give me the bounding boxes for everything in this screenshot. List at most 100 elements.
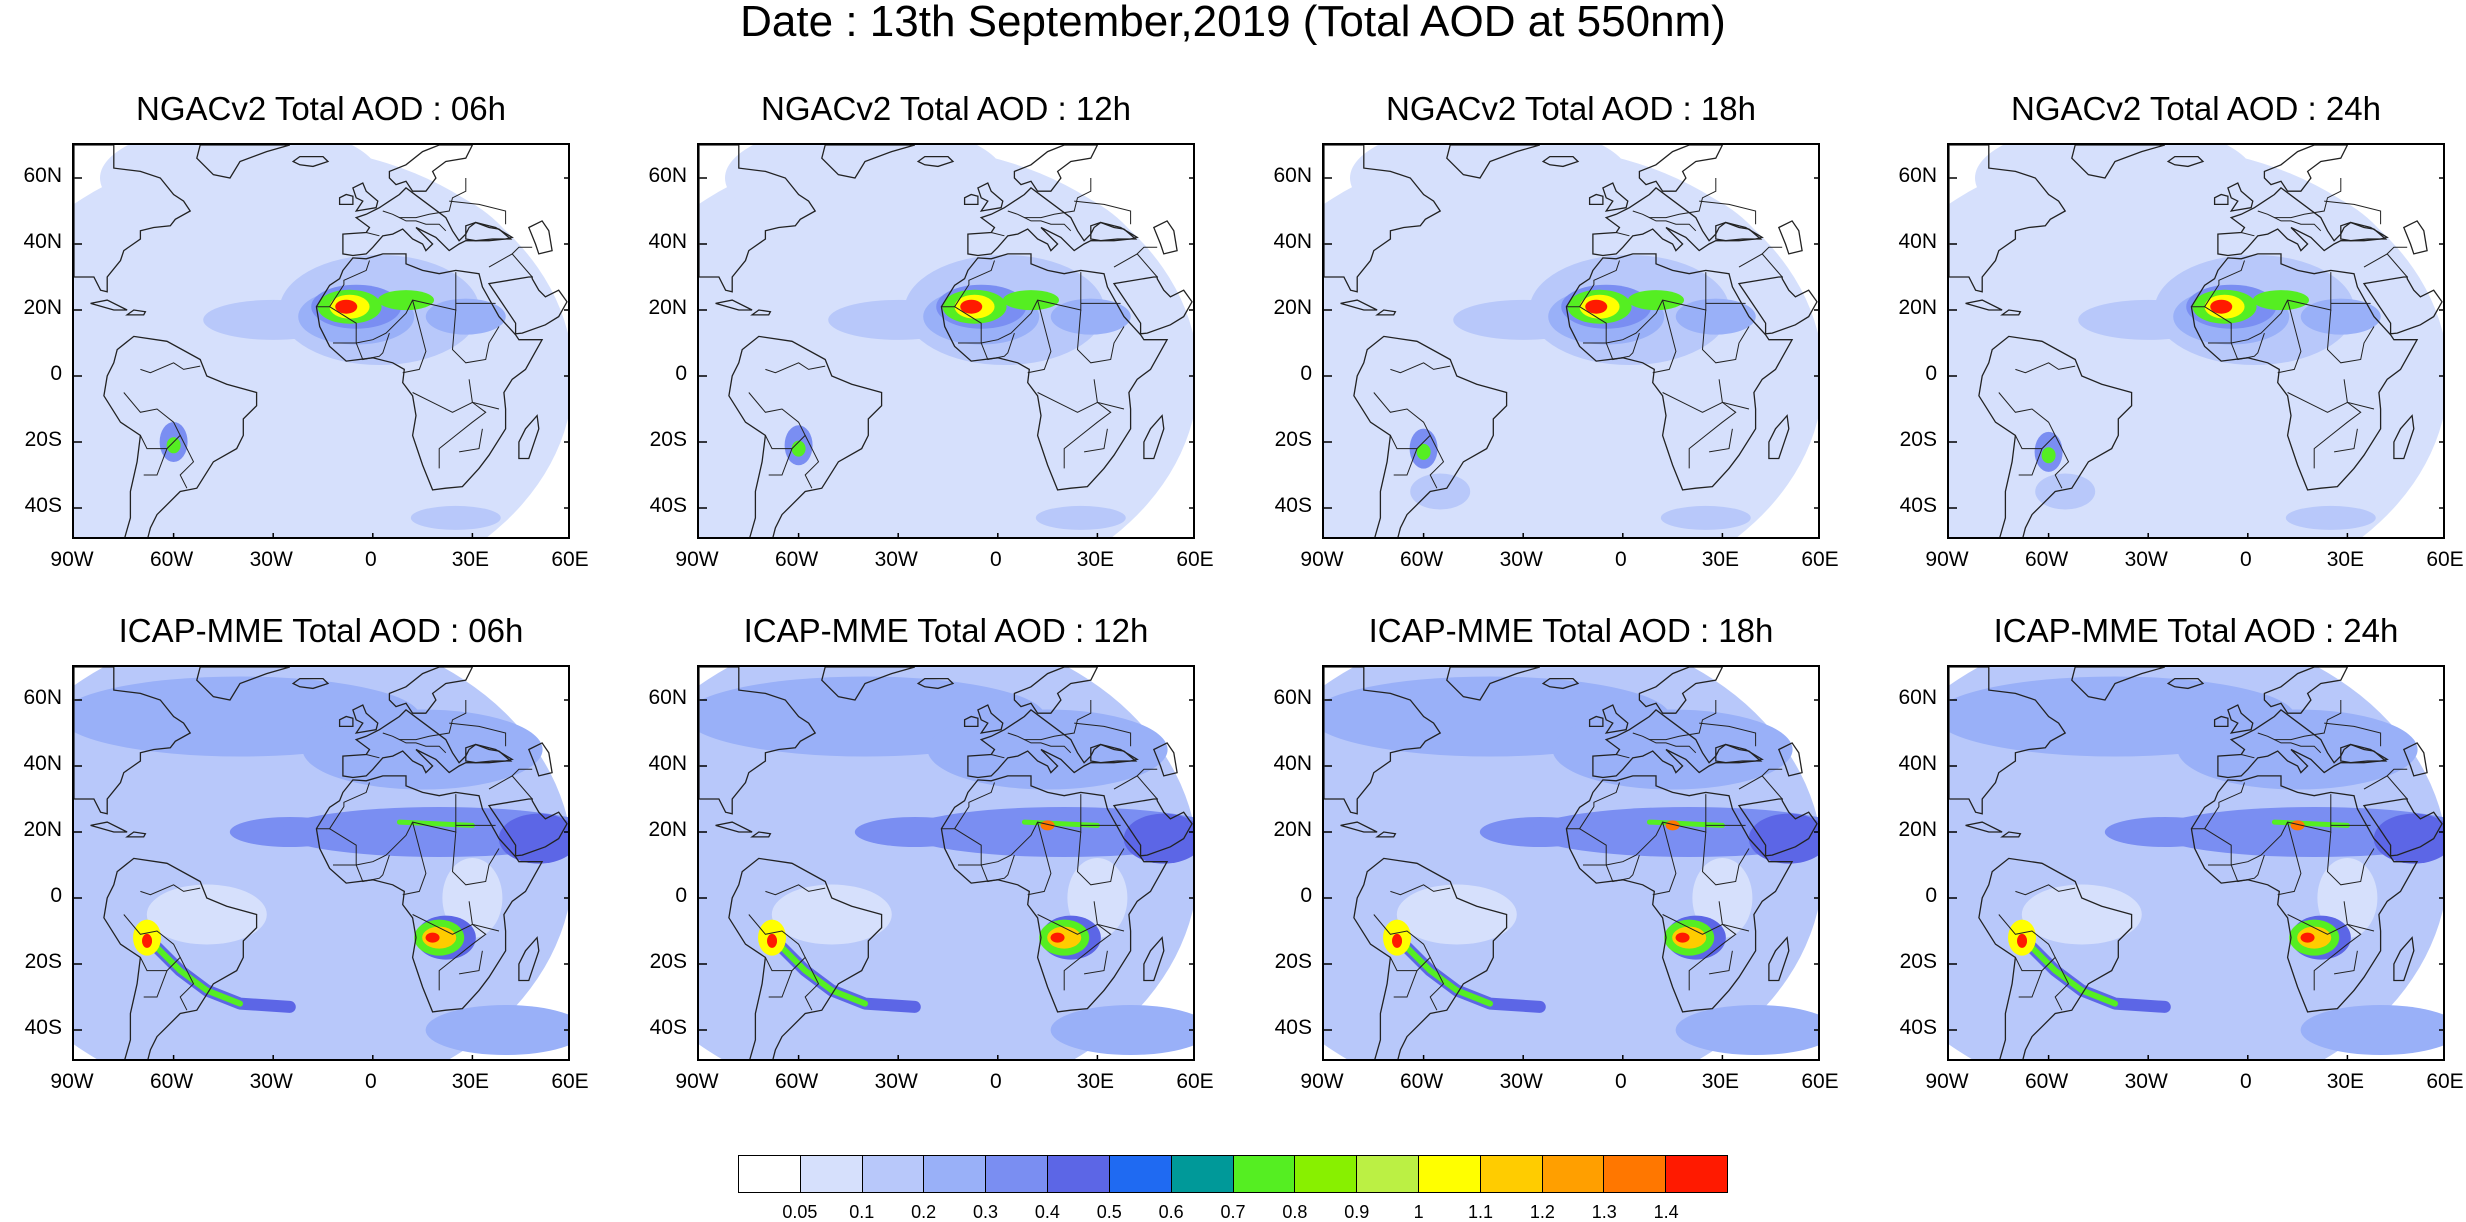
country-border [765, 884, 826, 896]
aod-plume [1628, 290, 1684, 311]
longitude-label: 60E [551, 548, 589, 571]
country-border [2191, 782, 2245, 830]
country-border [1616, 754, 1630, 759]
aod-plume [146, 884, 267, 945]
longitude-label: 30E [451, 548, 490, 571]
aod-plume [791, 440, 806, 457]
longitude-label: 90W [1925, 1070, 1969, 1093]
scandinavia-coastline [1638, 145, 1724, 192]
country-border [1738, 253, 1783, 278]
country-border [2277, 299, 2302, 374]
caspian-coastline [527, 742, 553, 777]
country-border [2241, 232, 2255, 237]
hispaniola-coastline [1375, 309, 1397, 316]
aod-plume [771, 884, 892, 945]
longitude-label: 90W [675, 548, 719, 571]
country-border [2018, 970, 2043, 998]
country-border [1027, 299, 1052, 374]
longitude-label: 60E [2426, 1070, 2464, 1093]
africa-coastline [1565, 253, 1794, 491]
latitude-label: 40S [1899, 494, 1937, 517]
country-border [366, 232, 380, 237]
africa-coastline [1565, 775, 1794, 1013]
aod-plume [2021, 884, 2142, 945]
country-border [1136, 768, 1158, 777]
latitude-label: 0 [1925, 884, 1937, 907]
longitude-label: 60E [1801, 1070, 1839, 1093]
aod-plume [1975, 145, 2255, 233]
black-sea-coastline [1715, 221, 1763, 242]
aod-plume [1665, 820, 1680, 831]
aod-plume [166, 437, 181, 454]
britain-coastline [977, 182, 1004, 212]
aod-plume [767, 933, 778, 948]
africa-coastline [940, 253, 1169, 491]
country-border [1699, 722, 1757, 747]
aod-map-icap-mme-18h [1322, 665, 1820, 1061]
country-border [1579, 272, 1707, 344]
panel-title: ICAP-MME Total AOD : 12h [743, 612, 1149, 649]
iceland-coastline [1541, 155, 1580, 168]
latitude-label: 40N [23, 230, 62, 253]
aod-map-ngacv2-24h [1947, 143, 2445, 539]
hispaniola-coastline [2000, 831, 2022, 838]
country-border [2208, 854, 2265, 883]
country-border [1393, 448, 1418, 476]
country-border [748, 392, 806, 450]
britain-coastline [352, 182, 379, 212]
aod-plume [142, 933, 153, 948]
longitude-label: 30W [2124, 548, 2168, 571]
colorbar-tick-label: 0.8 [1282, 1202, 1308, 1222]
south-america-coastline [103, 857, 258, 1059]
greenland-coastline [196, 145, 290, 179]
ireland-coastline [2213, 193, 2229, 206]
africa-coastline [2190, 253, 2419, 491]
cuba-coastline [715, 821, 753, 833]
aod-plume [2017, 933, 2028, 948]
country-border [804, 957, 820, 1011]
colorbar-swatch [1480, 1156, 1543, 1192]
latitude-label: 40N [1273, 230, 1312, 253]
longitude-label: 90W [1300, 1070, 1344, 1093]
figure-title: Date : 13th September,2019 (Total AOD at… [740, 0, 1726, 46]
country-border [2326, 309, 2375, 364]
country-border [329, 272, 457, 344]
africa-coastline [315, 253, 544, 491]
country-border [1738, 775, 1783, 800]
country-border [1429, 957, 1445, 1011]
longitude-label: 60W [1400, 1070, 1444, 1093]
latitude-label: 20N [1898, 296, 1937, 319]
colorbar-tick-label: 0.6 [1158, 1202, 1184, 1222]
longitude-label: 60W [2025, 548, 2069, 571]
country-border [1579, 794, 1707, 866]
britain-coastline [2227, 182, 2254, 212]
aod-plume [378, 290, 434, 311]
country-border [1998, 392, 2056, 450]
country-border [1113, 253, 1158, 278]
scandinavia-coastline [2263, 145, 2349, 192]
map-canvas [699, 667, 1193, 1059]
longitude-label: 0 [989, 548, 1002, 571]
arabia-coastline [1737, 276, 1818, 335]
black-sea-coastline [1090, 221, 1138, 242]
latitude-label: 20S [24, 428, 62, 451]
black-sea-coastline [1715, 743, 1763, 764]
country-border [1998, 914, 2056, 972]
country-border [459, 950, 483, 975]
latitude-label: 0 [1925, 362, 1937, 385]
madagascar-coastline [1143, 936, 1165, 982]
aod-plume [2035, 473, 2096, 510]
aod-plume [279, 807, 568, 857]
greenland-coastline [821, 667, 915, 701]
aod-plume [1585, 299, 1608, 314]
latitude-label: 0 [1300, 362, 1312, 385]
country-border [2015, 884, 2076, 896]
longitude-label: 60E [1801, 548, 1839, 571]
britain-coastline [1602, 182, 1629, 212]
country-border [2343, 379, 2375, 410]
aod-plume [425, 298, 506, 335]
longitude-label: 0 [1614, 548, 1627, 571]
scandinavia-coastline [388, 145, 474, 192]
colorbar-swatch [1048, 1156, 1110, 1192]
map-canvas [699, 145, 1193, 537]
